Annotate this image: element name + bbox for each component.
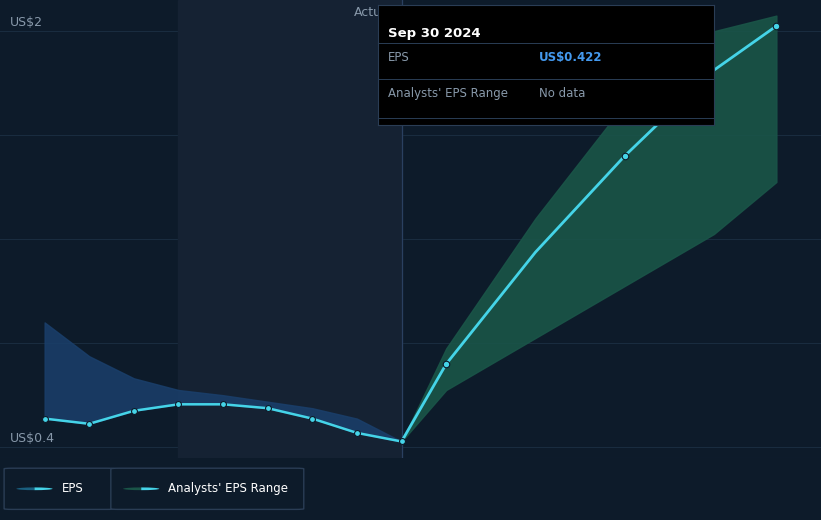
Text: US$0.422: US$0.422 [539,50,603,63]
Text: 2025: 2025 [430,478,462,491]
Point [127,407,140,415]
Wedge shape [141,487,159,490]
Point [38,414,51,423]
FancyBboxPatch shape [111,468,304,510]
Point [217,400,230,409]
Text: Analysts' EPS Range: Analysts' EPS Range [388,86,507,99]
Text: US$0.4: US$0.4 [10,432,55,445]
Text: EPS: EPS [388,50,410,63]
Text: Sep 30 2024: Sep 30 2024 [388,27,480,40]
Text: 2024: 2024 [252,478,283,491]
Point [770,22,783,30]
Point [83,420,96,428]
Text: 2026: 2026 [609,478,640,491]
Text: US$2: US$2 [10,16,43,29]
Point [261,404,274,412]
Text: Actual: Actual [354,6,393,19]
FancyBboxPatch shape [4,468,115,510]
Text: Analysts' EPS Range: Analysts' EPS Range [168,483,288,495]
Point [305,414,319,423]
Wedge shape [34,487,53,490]
Point [395,437,408,446]
Text: 2023: 2023 [73,478,105,491]
Bar [178,0,401,458]
Point [351,428,364,437]
Wedge shape [16,487,34,490]
Point [439,360,452,368]
Text: Analysts Forecasts: Analysts Forecasts [410,6,526,19]
Point [618,152,631,160]
Wedge shape [123,487,141,490]
Text: EPS: EPS [62,483,83,495]
Text: No data: No data [539,86,585,99]
Point [172,400,185,409]
